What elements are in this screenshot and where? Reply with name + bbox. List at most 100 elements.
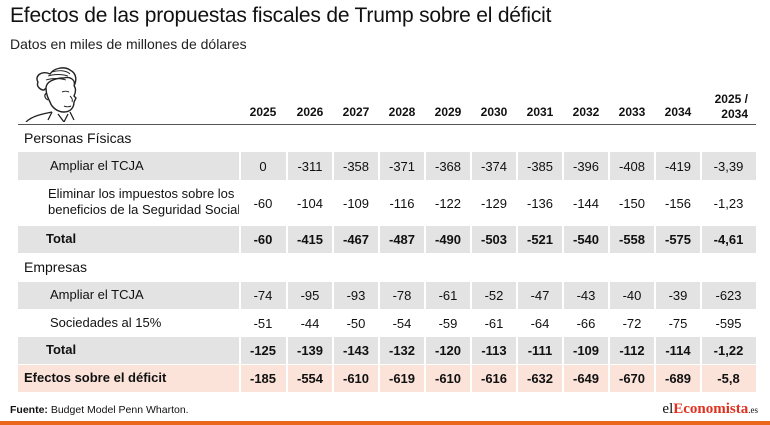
cell-divider <box>608 282 610 309</box>
cell-divider <box>332 310 334 336</box>
table-cell: -374 <box>480 158 508 174</box>
table-cell: -358 <box>342 158 370 174</box>
cell-divider <box>562 337 564 364</box>
cell-divider <box>332 226 334 253</box>
cell-divider <box>239 365 241 392</box>
row-label: Total <box>46 342 77 357</box>
cell-divider <box>239 282 241 309</box>
table-row: Ampliar el TCJA 0 -311 -358 -371 -368 -374 -38… <box>18 152 756 180</box>
table-cell: -595 <box>715 315 742 331</box>
table-cell: -558 <box>618 232 646 247</box>
table-cell: -415 <box>296 232 324 247</box>
eleconomista-logo: elEconomista.es <box>662 401 758 417</box>
cell-divider <box>470 226 472 253</box>
cell-divider <box>608 337 610 364</box>
table-cell: -64 <box>530 315 550 331</box>
column-header-year: 2026 <box>296 105 324 119</box>
table-cell: -156 <box>664 195 692 211</box>
cell-divider <box>332 365 334 392</box>
cell-divider <box>608 226 610 253</box>
cell-divider <box>562 182 564 224</box>
table-cell: -40 <box>622 288 642 303</box>
cell-divider <box>424 282 426 309</box>
table-cell: -490 <box>434 232 462 247</box>
row-label: Sociedades al 15% <box>50 315 162 330</box>
cell-divider <box>700 182 702 224</box>
cell-divider <box>654 365 656 392</box>
table-cell: -44 <box>300 315 320 331</box>
table-cell: -61 <box>438 288 458 303</box>
table-cell: -467 <box>342 232 370 247</box>
section-title-empresas: Empresas <box>24 259 88 275</box>
table-cell: -95 <box>300 288 320 303</box>
cell-divider <box>378 310 380 336</box>
column-header-year: 2029 <box>434 105 462 119</box>
cell-divider <box>700 337 702 364</box>
cell-divider <box>516 365 518 392</box>
table-cell: -619 <box>388 371 416 386</box>
brand-bar <box>0 421 770 425</box>
table-cell: -109 <box>342 195 370 211</box>
cell-divider <box>239 337 241 364</box>
cell-divider <box>608 310 610 336</box>
table-cell: -540 <box>572 232 600 247</box>
table-row: Ampliar el TCJA -74 -95 -93 -78 -61 -52 -47 -43… <box>18 282 756 309</box>
table-cell: -503 <box>480 232 508 247</box>
table-cell: -371 <box>388 158 416 174</box>
table-cell: -419 <box>664 158 692 174</box>
cell-divider <box>378 226 380 253</box>
table-cell: -136 <box>526 195 554 211</box>
table-cell: -39 <box>668 288 688 303</box>
section-title-personas: Personas Físicas <box>24 130 132 146</box>
cell-divider <box>700 365 702 392</box>
table-cell: -59 <box>438 315 458 331</box>
column-header-year: 2030 <box>480 105 508 119</box>
table-cell: -623 <box>715 288 742 303</box>
cell-divider <box>286 226 288 253</box>
cell-divider <box>332 282 334 309</box>
cell-divider <box>562 152 564 180</box>
table-cell: -75 <box>668 315 688 331</box>
column-header-year: 2028 <box>388 105 416 119</box>
row-label: Ampliar el TCJA <box>50 158 144 173</box>
column-header-total: 2025 / 2034 <box>714 92 748 121</box>
table-cell: -109 <box>572 343 600 358</box>
table-cell: -408 <box>618 158 646 174</box>
cell-divider <box>654 226 656 253</box>
table-cell: -112 <box>619 343 645 358</box>
cell-divider <box>239 152 241 180</box>
table-cell: -143 <box>342 343 370 358</box>
table-row-total: Total -125 -139 -143 -132 -120 -113 -111 -109 -1… <box>18 337 756 364</box>
table-cell: -120 <box>434 343 462 358</box>
cell-divider <box>562 365 564 392</box>
cell-divider <box>286 365 288 392</box>
table-cell: -632 <box>526 371 554 386</box>
cell-divider <box>332 182 334 224</box>
cell-divider <box>286 337 288 364</box>
cell-divider <box>424 182 426 224</box>
table-cell: -396 <box>572 158 600 174</box>
table-cell: -114 <box>665 343 691 358</box>
column-header-year: 2027 <box>342 105 370 119</box>
cell-divider <box>470 152 472 180</box>
table-cell: -521 <box>526 232 554 247</box>
cell-divider <box>654 282 656 309</box>
trump-portrait-icon <box>25 67 77 122</box>
cell-divider <box>608 365 610 392</box>
page-title: Efectos de las propuestas fiscales de Tr… <box>10 4 552 27</box>
cell-divider <box>516 152 518 180</box>
cell-divider <box>286 310 288 336</box>
cell-divider <box>424 365 426 392</box>
cell-divider <box>239 226 241 253</box>
table-cell: -610 <box>342 371 370 386</box>
table-cell: -122 <box>434 195 462 211</box>
table-cell: -4,61 <box>713 232 744 247</box>
table-cell: -52 <box>484 288 504 303</box>
table-cell: -144 <box>572 195 600 211</box>
cell-divider <box>424 226 426 253</box>
table-cell: -54 <box>392 315 412 331</box>
table-cell: -1,22 <box>713 343 744 358</box>
table-row: Sociedades al 15% -51 -44 -50 -54 -59 -61 -64 -… <box>18 310 756 336</box>
cell-divider <box>286 182 288 224</box>
table-cell: -554 <box>296 371 324 386</box>
